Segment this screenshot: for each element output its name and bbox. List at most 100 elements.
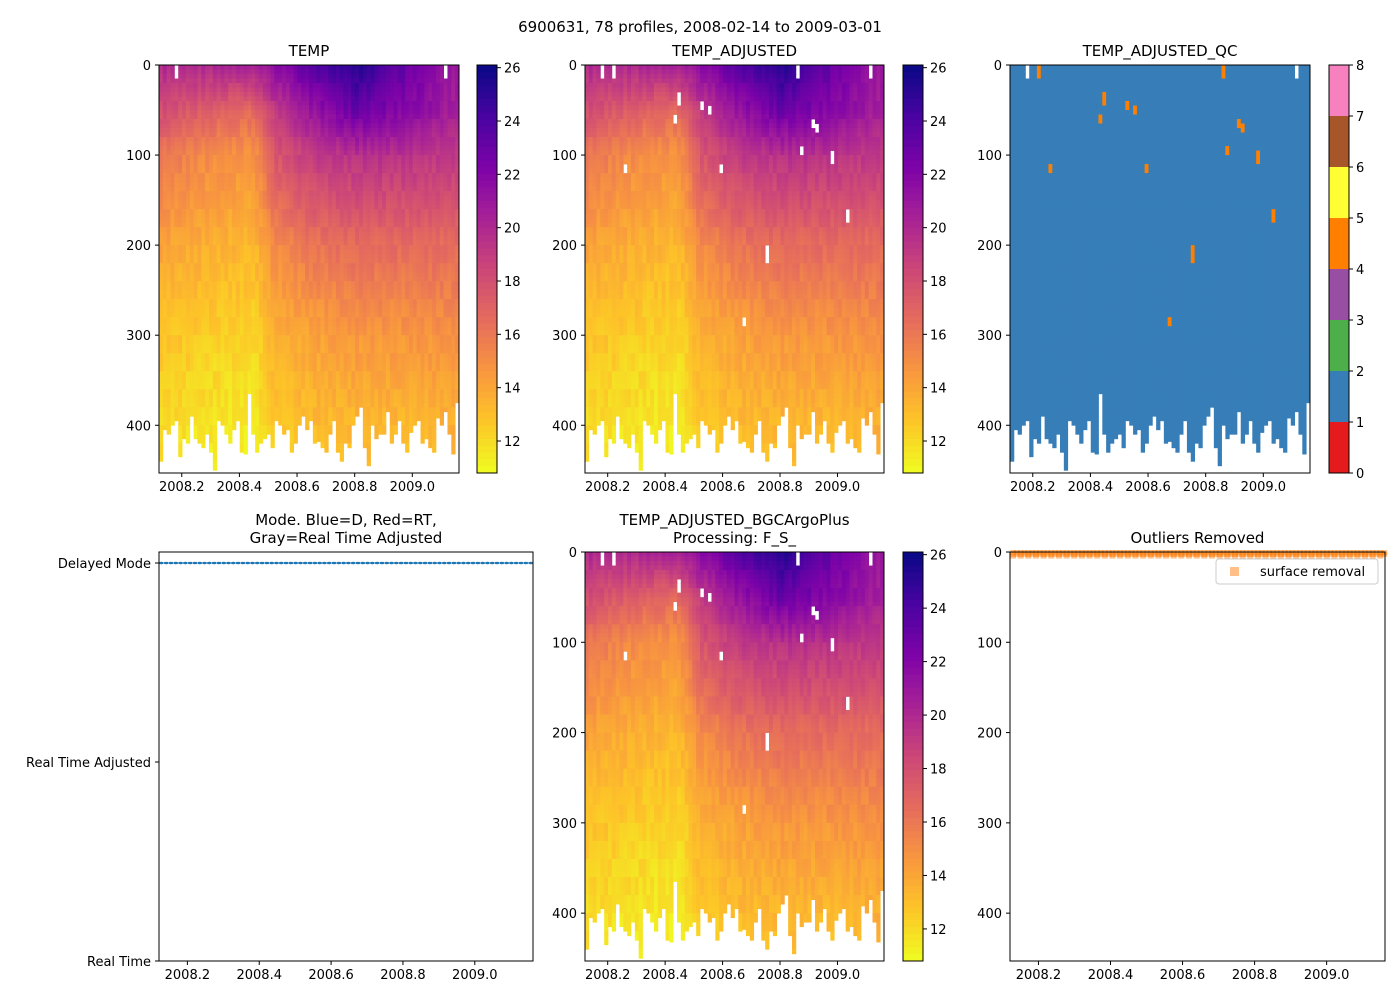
heatmap-cell	[251, 69, 256, 75]
heatmap-cell	[282, 380, 287, 386]
heatmap-cell	[366, 132, 371, 138]
heatmap-cell	[324, 339, 329, 345]
heatmap-cell	[270, 443, 275, 449]
heatmap-cell	[282, 272, 287, 278]
heatmap-cell	[316, 87, 321, 93]
heatmap-cell	[359, 164, 364, 169]
heatmap-cell	[259, 227, 264, 233]
heatmap-cell	[297, 267, 302, 273]
heatmap-cell	[178, 425, 183, 431]
heatmap-cell	[370, 236, 375, 242]
heatmap-cell	[224, 164, 229, 169]
heatmap-cell	[285, 384, 291, 390]
heatmap-cell	[228, 362, 233, 368]
heatmap-cell	[266, 429, 271, 435]
heatmap-cell	[224, 375, 229, 381]
heatmap-cell	[347, 204, 352, 210]
heatmap-cell	[251, 74, 256, 79]
heatmap-cell	[385, 218, 391, 224]
heatmap-cell	[262, 96, 268, 102]
heatmap-cell	[201, 339, 206, 345]
heatmap-cell	[205, 204, 210, 210]
heatmap-cell	[185, 132, 191, 138]
heatmap-cell	[332, 195, 337, 201]
heatmap-cell	[301, 317, 306, 323]
heatmap-cell	[212, 357, 218, 363]
heatmap-cell	[235, 69, 241, 75]
heatmap-cell	[359, 294, 364, 300]
heatmap-cell	[274, 123, 279, 129]
heatmap-cell	[282, 227, 287, 233]
heatmap-cell	[224, 357, 229, 363]
heatmap-cell	[289, 380, 295, 386]
heatmap-cell	[178, 146, 183, 151]
heatmap-cell	[289, 267, 295, 273]
heatmap-cell	[305, 398, 310, 404]
heatmap-cell	[247, 263, 252, 269]
heatmap-cell	[362, 155, 368, 160]
heatmap-cell	[332, 321, 337, 327]
heatmap-cell	[328, 258, 333, 264]
heatmap-cell	[189, 141, 195, 147]
heatmap-cell	[370, 299, 375, 305]
heatmap-cell	[270, 65, 275, 70]
heatmap-cell	[378, 326, 383, 332]
heatmap-cell	[185, 96, 191, 102]
heatmap-cell	[162, 83, 168, 88]
heatmap-cell	[255, 92, 260, 97]
heatmap-cell	[285, 69, 291, 75]
heatmap-cell	[316, 101, 321, 106]
heatmap-cell	[374, 209, 379, 215]
heatmap-cell	[166, 429, 171, 435]
heatmap-cell	[209, 321, 214, 327]
heatmap-cell	[355, 101, 360, 106]
heatmap-cell	[282, 254, 287, 260]
heatmap-cell	[159, 339, 164, 345]
heatmap-cell	[270, 362, 275, 368]
heatmap-cell	[355, 227, 360, 233]
heatmap-cell	[297, 276, 302, 282]
heatmap-cell	[385, 380, 391, 386]
heatmap-cell	[370, 204, 375, 210]
heatmap-cell	[270, 155, 275, 160]
heatmap-cell	[201, 186, 206, 192]
heatmap-cell	[212, 132, 218, 138]
heatmap-cell	[216, 402, 221, 408]
heatmap-cell	[243, 402, 248, 408]
heatmap-cell	[216, 393, 221, 399]
heatmap-cell	[235, 87, 241, 93]
heatmap-cell	[362, 375, 368, 381]
heatmap-cell	[293, 218, 298, 224]
heatmap-cell	[182, 290, 187, 296]
heatmap-cell	[166, 249, 171, 255]
heatmap-cell	[332, 186, 337, 192]
heatmap-cell	[251, 420, 256, 426]
heatmap-cell	[312, 177, 318, 183]
heatmap-cell	[182, 366, 187, 372]
heatmap-cell	[366, 398, 371, 404]
heatmap-cell	[243, 276, 248, 282]
heatmap-cell	[328, 155, 333, 160]
heatmap-cell	[201, 128, 206, 133]
heatmap-cell	[220, 177, 225, 183]
heatmap-cell	[193, 308, 198, 314]
heatmap-cell	[228, 177, 233, 183]
heatmap-cell	[289, 294, 295, 300]
heatmap-cell	[370, 344, 375, 350]
heatmap-cell	[316, 371, 321, 377]
heatmap-cell	[339, 281, 345, 287]
heatmap-cell	[328, 92, 333, 97]
heatmap-cell	[235, 308, 241, 314]
heatmap-cell	[355, 218, 360, 224]
heatmap-cell	[259, 366, 264, 372]
heatmap-cell	[220, 204, 225, 210]
heatmap-cell	[239, 236, 245, 242]
heatmap-cell	[185, 366, 191, 372]
heatmap-cell	[266, 407, 271, 413]
heatmap-cell	[305, 209, 310, 215]
heatmap-cell	[359, 276, 364, 282]
heatmap-cell	[339, 416, 345, 422]
heatmap-cell	[297, 420, 302, 426]
heatmap-cell	[247, 141, 252, 147]
heatmap-cell	[370, 366, 375, 372]
